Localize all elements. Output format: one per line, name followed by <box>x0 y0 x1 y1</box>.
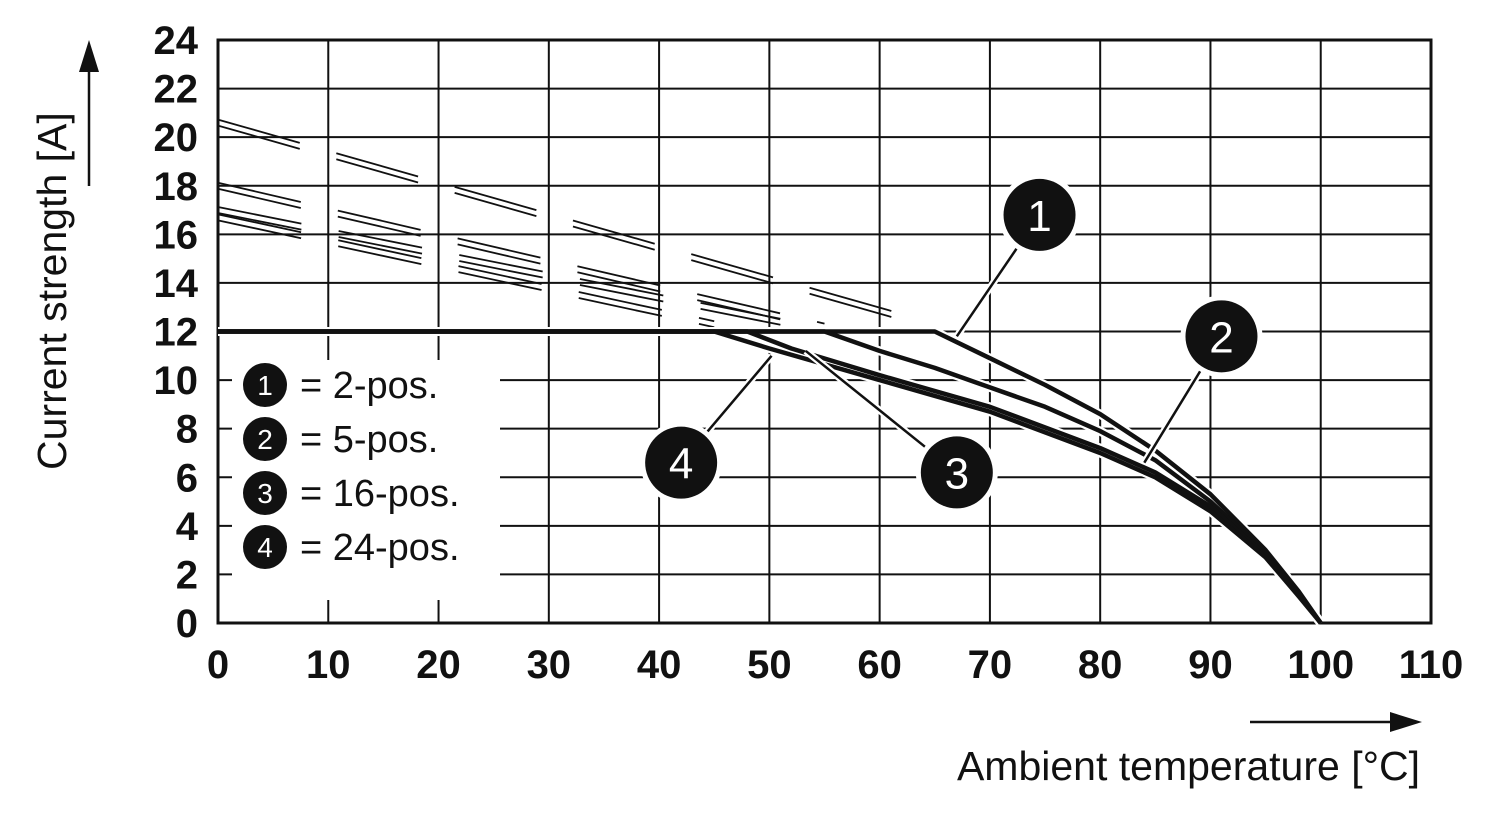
y-tick-label: 12 <box>154 311 199 355</box>
y-tick-label: 6 <box>176 456 198 500</box>
series-3-dashed-line <box>217 206 781 320</box>
series-1-dashed-line <box>217 124 902 321</box>
callout-4-label: 4 <box>669 440 693 489</box>
series-3-dashed-line <box>217 212 781 326</box>
callout-3-circle <box>920 436 993 509</box>
series-4-line <box>218 329 1323 625</box>
x-tick-label: 80 <box>1078 643 1123 687</box>
callout-4-circle <box>645 426 718 499</box>
legend-label: = 16-pos. <box>300 473 460 515</box>
series-4-dashed-line <box>217 213 715 323</box>
x-tick-label: 90 <box>1188 643 1233 687</box>
legend-marker-number: 4 <box>257 532 273 563</box>
y-axis-arrow-head <box>79 40 99 72</box>
x-tick-label: 100 <box>1287 643 1354 687</box>
series-1-dashed-line <box>217 118 902 315</box>
x-tick-label: 50 <box>747 643 792 687</box>
x-tick-label: 10 <box>306 643 351 687</box>
y-tick-label: 24 <box>154 19 199 63</box>
y-tick-label: 10 <box>154 359 199 403</box>
x-axis-arrow-head <box>1390 712 1422 732</box>
callout-2-pointer <box>1143 368 1203 464</box>
callout-3-pointer <box>804 349 928 450</box>
callout-2-circle <box>1185 300 1258 373</box>
legend-marker-4 <box>243 525 287 569</box>
series-4-dashed-line <box>217 219 715 329</box>
y-tick-label: 14 <box>154 262 199 306</box>
y-axis-title: Current strength [A] <box>29 112 75 470</box>
legend-label: = 5-pos. <box>300 419 438 461</box>
x-tick-label: 30 <box>527 643 572 687</box>
x-tick-label: 110 <box>1399 643 1464 687</box>
legend-marker-number: 2 <box>257 424 273 455</box>
x-tick-label: 60 <box>857 643 902 687</box>
x-tick-label: 70 <box>968 643 1013 687</box>
x-axis-title: Ambient temperature [°C] <box>957 743 1420 789</box>
callout-1-pointer <box>955 245 1020 338</box>
series-2-dashed-line <box>217 187 825 331</box>
x-tick-label: 40 <box>637 643 682 687</box>
legend-label: = 24-pos. <box>300 527 460 569</box>
y-tick-label: 20 <box>154 116 199 160</box>
y-tick-label: 2 <box>176 553 198 597</box>
callout-1-label: 1 <box>1027 192 1051 241</box>
y-tick-label: 16 <box>154 213 199 257</box>
legend-marker-3 <box>243 471 287 515</box>
y-tick-label: 22 <box>154 68 199 112</box>
y-tick-label: 18 <box>154 165 199 209</box>
legend-label: = 2-pos. <box>300 365 438 407</box>
y-tick-label: 8 <box>176 408 198 452</box>
callout-3-label: 3 <box>945 449 969 498</box>
legend-marker-number: 1 <box>257 370 273 401</box>
y-tick-label: 0 <box>176 602 198 646</box>
callout-4-pointer <box>704 354 773 435</box>
legend-marker-number: 3 <box>257 478 273 509</box>
x-tick-label: 20 <box>416 643 461 687</box>
legend-marker-2 <box>243 417 287 461</box>
series-2-dashed-line <box>217 181 825 325</box>
x-tick-label: 0 <box>207 643 229 687</box>
callout-1-circle <box>1003 178 1076 251</box>
legend-marker-1 <box>243 363 287 407</box>
y-tick-label: 4 <box>176 505 199 549</box>
callout-2-label: 2 <box>1209 313 1233 362</box>
